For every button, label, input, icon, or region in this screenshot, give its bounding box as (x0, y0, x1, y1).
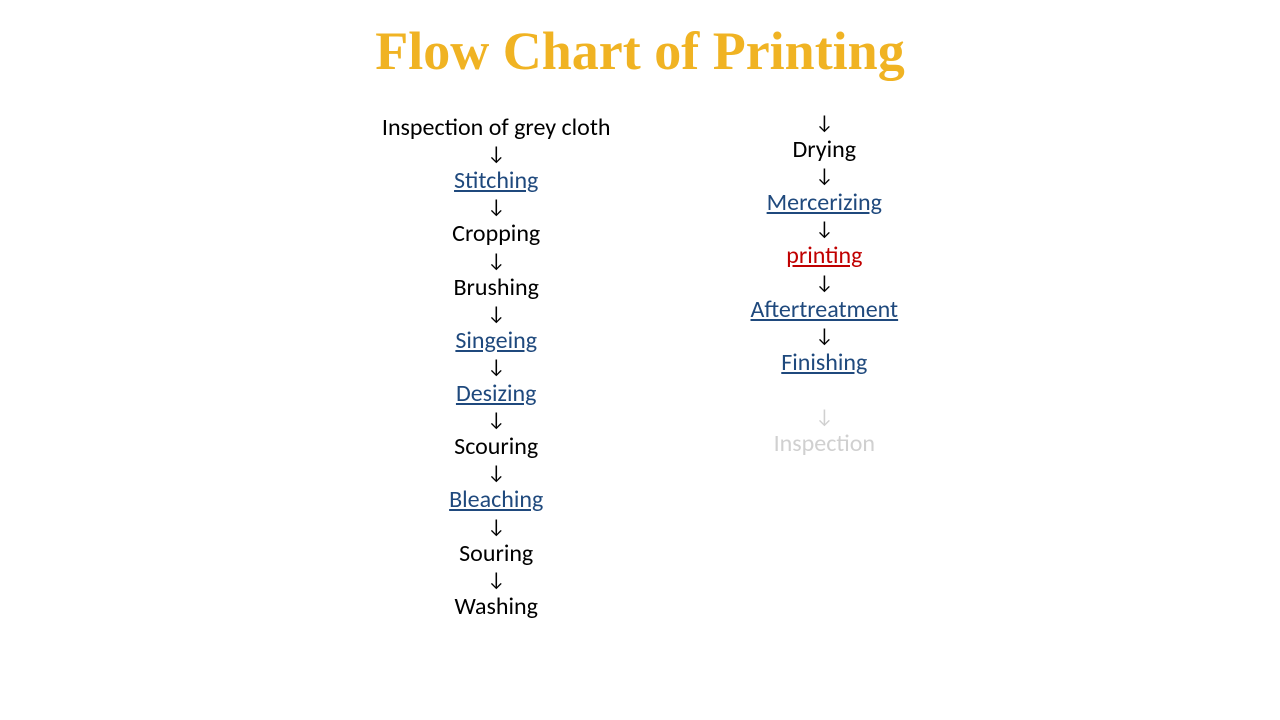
arrow-down-icon: ↓ (487, 143, 505, 165)
arrow-down-icon: ↓ (487, 462, 505, 484)
title-text: Flow Chart of Printing (375, 21, 904, 81)
flow-container: Inspection of grey cloth↓Stitching↓Cropp… (0, 112, 1280, 622)
flow-column-2: ↓Drying↓Mercerizing↓printing↓Aftertreatm… (751, 112, 899, 622)
flow-step[interactable]: Desizing (456, 378, 537, 409)
arrow-down-icon: ↓ (487, 196, 505, 218)
arrow-down-icon: ↓ (815, 272, 833, 294)
flow-step: Washing (454, 591, 537, 622)
arrow-down-icon: ↓ (487, 356, 505, 378)
arrow-down-icon: ↓ (487, 303, 505, 325)
flow-step: Inspection of grey cloth (382, 112, 611, 143)
flow-step: Souring (459, 538, 533, 569)
flow-step: Cropping (452, 218, 540, 249)
arrow-down-icon: ↓ (815, 218, 833, 240)
flow-step[interactable]: Aftertreatment (751, 294, 899, 325)
arrow-down-icon: ↓ (487, 409, 505, 431)
faded-step-group: ↓Inspection (774, 406, 875, 459)
flow-step[interactable]: Singeing (455, 325, 537, 356)
flow-step: Scouring (454, 431, 538, 462)
arrow-down-icon: ↓ (487, 516, 505, 538)
arrow-down-icon: ↓ (815, 325, 833, 347)
arrow-down-icon: ↓ (815, 112, 833, 134)
flow-step[interactable]: Finishing (781, 347, 867, 378)
flow-step[interactable]: Bleaching (449, 484, 543, 515)
flow-step[interactable]: Stitching (454, 165, 538, 196)
arrow-down-icon: ↓ (487, 569, 505, 591)
flow-step: Brushing (453, 272, 538, 303)
flow-step[interactable]: printing (786, 240, 862, 271)
page-title: Flow Chart of Printing (0, 0, 1280, 112)
flow-column-1: Inspection of grey cloth↓Stitching↓Cropp… (382, 112, 611, 622)
flow-step-faded: Inspection (774, 428, 875, 459)
flow-step[interactable]: Mercerizing (767, 187, 882, 218)
arrow-down-icon: ↓ (815, 406, 833, 428)
flow-step: Drying (793, 134, 857, 165)
arrow-down-icon: ↓ (487, 250, 505, 272)
arrow-down-icon: ↓ (815, 165, 833, 187)
